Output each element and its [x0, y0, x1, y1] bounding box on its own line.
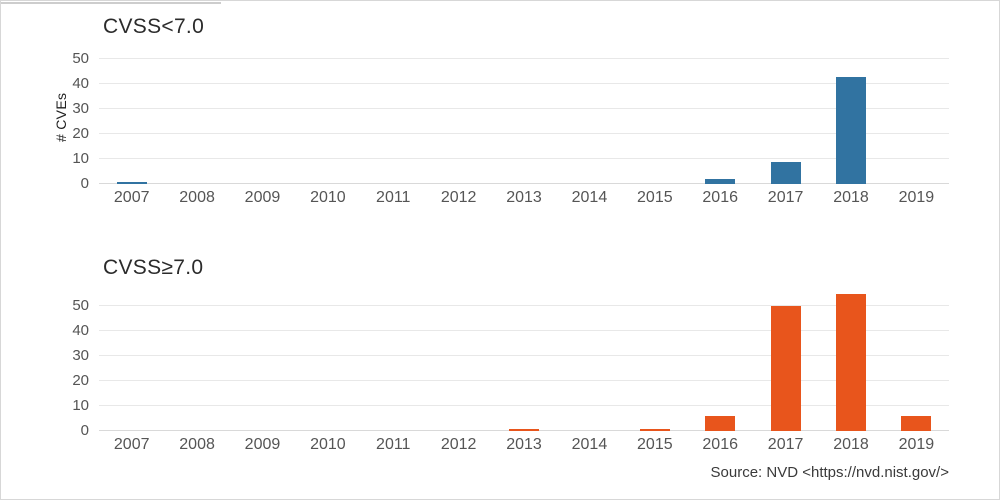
chart-title: CVSS<7.0 [103, 15, 205, 38]
y-tick-label: 20 [72, 125, 89, 142]
gridline [99, 58, 949, 59]
bar-slot [818, 293, 883, 431]
gridline [99, 305, 949, 306]
y-tick-label: 10 [72, 397, 89, 414]
bar-slot [753, 306, 818, 431]
y-tick-label: 30 [72, 347, 89, 364]
y-tick-label: 20 [72, 372, 89, 389]
x-tick-label: 2007 [113, 189, 150, 206]
x-tick-label: 2008 [179, 436, 215, 453]
bar [835, 76, 866, 184]
bar [705, 179, 736, 184]
bar-slot [753, 161, 818, 184]
x-tick-label: 2014 [571, 436, 608, 453]
x-tick-label: 2009 [244, 436, 281, 453]
x-tick-label: 2019 [898, 436, 935, 453]
x-tick-label: 2019 [898, 189, 935, 206]
x-tick-label: 2010 [310, 436, 346, 453]
gridline [99, 158, 949, 159]
bars-row [99, 293, 949, 431]
x-tick-label: 2017 [767, 436, 804, 453]
plot-area: # CVEs 0 10 20 30 40 50 [53, 50, 949, 192]
bar-slot [99, 181, 164, 184]
bar-slot [491, 428, 556, 431]
x-tick-label: 2018 [833, 436, 869, 453]
x-tick-label: 2013 [506, 189, 542, 206]
x-tick-label: 2015 [637, 436, 673, 453]
bar [116, 181, 147, 184]
bar [770, 306, 801, 431]
bar [509, 428, 540, 431]
bar-slot [884, 416, 949, 431]
x-tick-label: 2011 [376, 436, 411, 453]
y-tick-label: 50 [72, 297, 89, 314]
y-tick-label: 40 [72, 75, 89, 92]
x-tick-label: 2017 [767, 189, 804, 206]
gridline [99, 355, 949, 356]
gridline [99, 405, 949, 406]
gridline [99, 108, 949, 109]
y-tick-label: 40 [72, 322, 89, 339]
y-tick-label: 30 [72, 100, 89, 117]
bar-slot [688, 179, 753, 184]
x-tick-label: 2016 [702, 189, 738, 206]
y-tick-label: 50 [72, 50, 89, 67]
x-tick-label: 2011 [376, 189, 411, 206]
bar [901, 416, 932, 431]
bar-slot [688, 416, 753, 431]
x-tick-label: 2015 [637, 189, 673, 206]
chart-cvss-lt7: CVSS<7.0 # CVEs 0 10 20 30 40 50 2007 2008 2009… [1, 14, 999, 209]
x-tick-label: 2008 [179, 189, 215, 206]
x-tick-label: 2007 [113, 436, 150, 453]
bar [705, 416, 736, 431]
x-tick-label: 2012 [440, 436, 477, 453]
gridline [99, 380, 949, 381]
gridline [99, 83, 949, 84]
x-axis: 2007 2008 2009 2010 2011 2012 2013 2014 2015 2016… [99, 434, 949, 456]
y-tick-label: 0 [80, 422, 89, 439]
x-tick-label: 2013 [506, 436, 542, 453]
bar [835, 293, 866, 431]
x-tick-label: 2016 [702, 436, 738, 453]
y-tick-label: 0 [80, 175, 89, 192]
x-tick-label: 2009 [244, 189, 281, 206]
bar [770, 161, 801, 184]
bar-slot [818, 76, 883, 184]
plot-area: 0 10 20 30 40 50 [72, 293, 949, 439]
source-note: Source: NVD <https://nvd.nist.gov/> [710, 464, 949, 481]
x-tick-label: 2010 [310, 189, 346, 206]
x-tick-label: 2014 [571, 189, 608, 206]
x-tick-label: 2012 [440, 189, 477, 206]
chart-cvss-gte7: CVSS≥7.0 0 10 20 30 40 50 2007 2008 2009 2010 201… [1, 255, 999, 456]
bar-slot [622, 428, 687, 431]
gridline [99, 330, 949, 331]
x-axis: 2007 2008 2009 2010 2011 2012 2013 2014 2015 2016… [99, 187, 949, 209]
gridline [99, 133, 949, 134]
chart-title: CVSS≥7.0 [103, 256, 204, 279]
gridline [99, 183, 949, 184]
y-tick-label: 10 [72, 150, 89, 167]
x-tick-label: 2018 [833, 189, 869, 206]
window-top-edge [1, 2, 221, 4]
bars-row [99, 51, 949, 184]
bar [639, 428, 670, 431]
